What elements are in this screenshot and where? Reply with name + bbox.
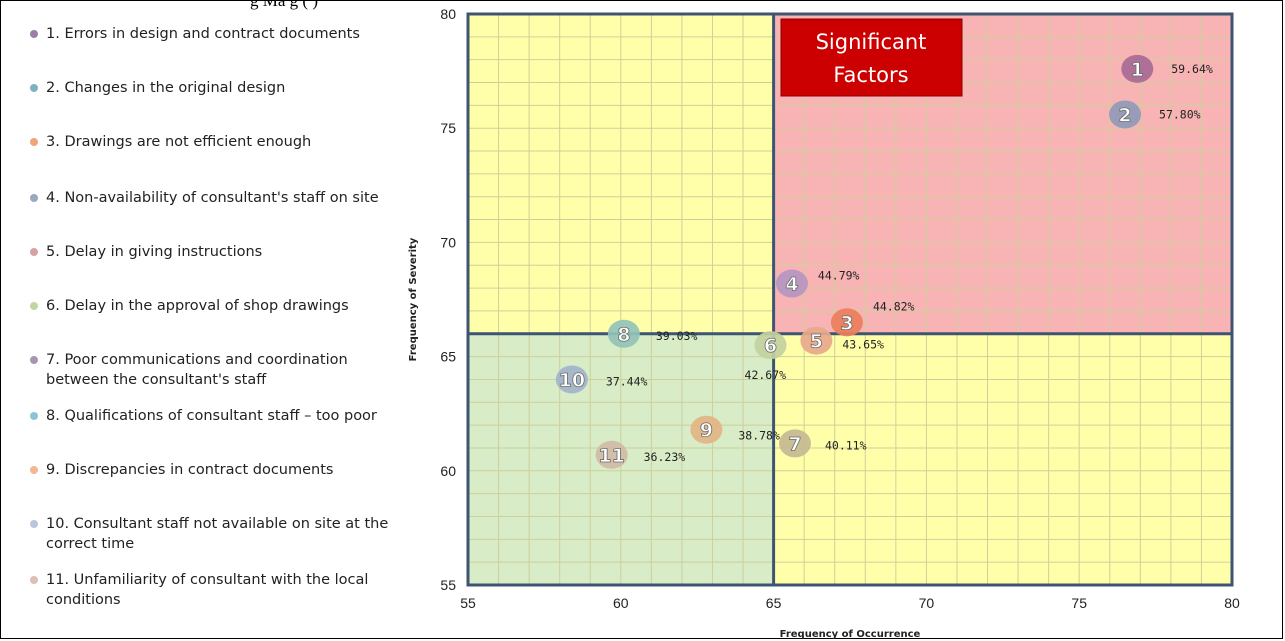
bubble-5	[800, 326, 833, 355]
bubble-number-1: 1	[1131, 59, 1144, 81]
bubble-number-6: 6	[764, 335, 777, 357]
data-point-5: 5 43.65%	[800, 326, 884, 355]
bubble-8	[607, 319, 640, 348]
bubble-4	[775, 269, 808, 298]
x-tick-label: 60	[613, 595, 629, 611]
legend-entry: 2. Changes in the original design	[46, 80, 286, 96]
y-tick-label: 55	[440, 577, 456, 593]
data-point-4: 4 44.79%	[775, 269, 860, 298]
point-label-8: 39.03%	[656, 329, 698, 343]
legend-entry: 8. Qualifications of consultant staff – …	[46, 408, 377, 424]
data-point-10: 10 37.44%	[555, 365, 648, 394]
significant-factors-rect	[780, 18, 963, 97]
bubble-number-7: 7	[788, 433, 801, 455]
y-tick-label: 70	[440, 234, 456, 250]
bubble-number-2: 2	[1118, 104, 1131, 126]
cutoff-title: g Ma g ( )	[250, 0, 318, 10]
bubble-6	[754, 331, 787, 360]
bubble-number-8: 8	[617, 324, 630, 346]
legend-marker	[30, 84, 38, 92]
data-point-6: 6 42.67%	[745, 331, 787, 382]
y-tick-label: 60	[440, 463, 456, 479]
data-point-11: 11 36.23%	[595, 440, 686, 469]
legend-entry: 6. Delay in the approval of shop drawing…	[46, 298, 349, 314]
legend-marker	[30, 302, 38, 310]
point-label-6: 42.67%	[745, 368, 787, 382]
x-axis-title: Frequency of Occurrence	[780, 629, 921, 640]
bubble-11	[595, 440, 628, 469]
bubble-number-10: 10	[559, 369, 585, 391]
quadrant-bottom-right	[773, 333, 1232, 585]
legend-marker	[30, 520, 38, 528]
bubble-3	[830, 308, 863, 337]
data-point-1: 1 59.64%	[1121, 54, 1213, 83]
point-label-11: 36.23%	[644, 450, 686, 464]
point-label-2: 57.80%	[1159, 107, 1201, 121]
bubble-7	[778, 429, 811, 458]
legend-entry: 3. Drawings are not efficient enough	[46, 134, 312, 150]
bubble-9	[690, 415, 723, 444]
data-point-9: 9 38.78%	[690, 415, 780, 444]
significant-factors-line1: Significant	[816, 30, 927, 54]
legend-entry: 4. Non-availability of consultant's staf…	[46, 190, 379, 206]
y-tick-label: 75	[440, 120, 456, 136]
y-axis-title: Frequency of Severity	[408, 237, 419, 361]
significant-factors-line2: Factors	[833, 63, 908, 87]
data-point-3: 3 44.82%	[830, 299, 915, 337]
bubble-2	[1109, 100, 1142, 129]
y-tick-label: 80	[440, 6, 456, 22]
point-label-4: 44.79%	[818, 269, 860, 283]
plot-border	[466, 12, 1234, 587]
x-tick-label: 65	[766, 595, 782, 611]
bubble-1	[1121, 54, 1154, 83]
bubble-number-5: 5	[810, 331, 823, 353]
significant-factors-box: Significant Factors	[780, 18, 963, 97]
data-point-8: 8 39.03%	[607, 319, 698, 348]
data-points: 1 59.64% 2 57.80% 3 44.82% 4 44.79% 5 43.65% 6 42.6…	[555, 54, 1213, 469]
legend-marker	[30, 412, 38, 420]
legend-entry: 9. Discrepancies in contract documents	[46, 462, 334, 478]
legend-entry: 10. Consultant staff not available on si…	[46, 516, 389, 552]
legend-marker	[30, 466, 38, 474]
point-label-9: 38.78%	[738, 429, 780, 443]
legend: 1. Errors in design and contract documen…	[0, 0, 400, 641]
point-label-5: 43.65%	[842, 338, 884, 352]
x-tick-label: 70	[919, 595, 935, 611]
point-label-1: 59.64%	[1171, 62, 1213, 76]
bubble-number-11: 11	[598, 445, 624, 467]
quadrants	[468, 14, 1232, 585]
bubble-number-3: 3	[840, 312, 853, 334]
point-label-3: 44.82%	[873, 299, 915, 313]
legend-marker	[30, 30, 38, 38]
y-tick-label: 65	[440, 349, 456, 365]
legend-entry: 7. Poor communications and coordination …	[46, 352, 348, 388]
point-label-10: 37.44%	[606, 374, 648, 388]
legend-marker	[30, 356, 38, 364]
legend-marker	[30, 194, 38, 202]
x-tick-label: 75	[1071, 595, 1087, 611]
data-point-2: 2 57.80%	[1109, 100, 1201, 129]
legend-entry: 11. Unfamiliarity of consultant with the…	[46, 572, 369, 608]
bubble-10	[555, 365, 588, 394]
x-tick-label: 80	[1224, 595, 1240, 611]
point-label-7: 40.11%	[825, 438, 867, 452]
legend-marker	[30, 138, 38, 146]
bubble-number-9: 9	[700, 420, 713, 442]
legend-entry: 1. Errors in design and contract documen…	[46, 26, 360, 42]
data-point-7: 7 40.11%	[778, 429, 867, 458]
bubble-number-4: 4	[785, 274, 798, 296]
legend-entry: 5. Delay in giving instructions	[46, 244, 263, 260]
x-tick-label: 55	[460, 595, 476, 611]
legend-marker	[30, 248, 38, 256]
legend-marker	[30, 576, 38, 584]
